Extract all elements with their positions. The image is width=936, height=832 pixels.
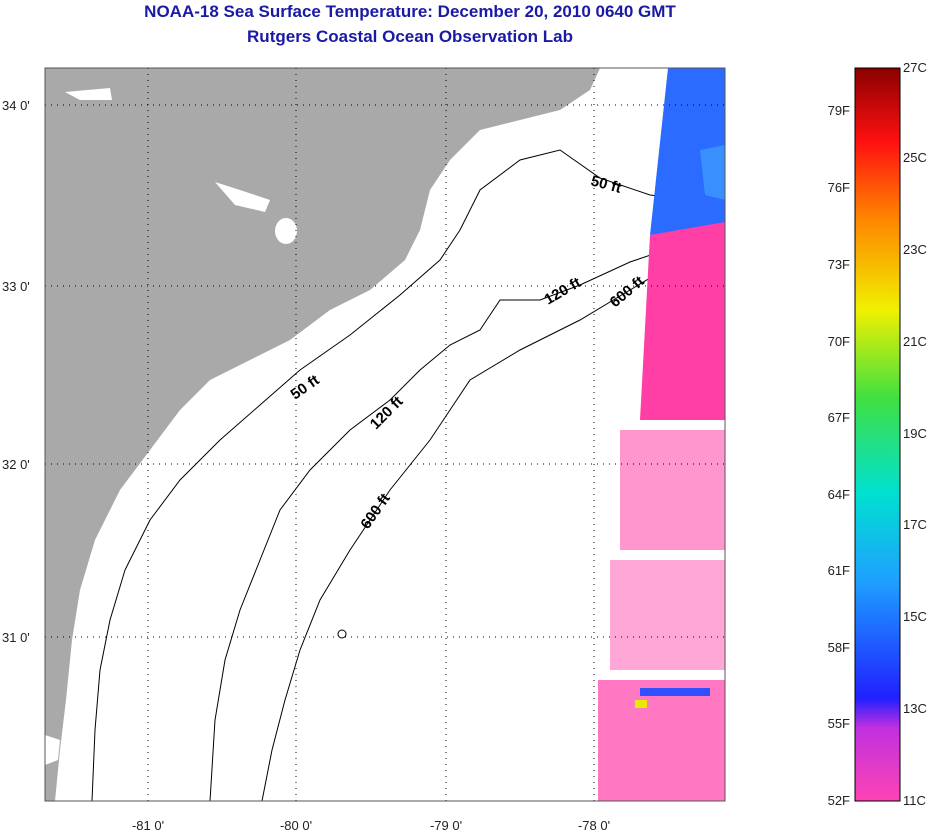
lon-tick-label: -78 0'	[578, 818, 610, 832]
swath-lightblue	[700, 145, 725, 200]
colorbar	[854, 67, 901, 802]
colorbar-c-label: 27C	[903, 60, 927, 75]
grid	[45, 68, 725, 801]
colorbar-celsius-ticks: 27C 25C 23C 21C 19C 17C 15C 13C 11C	[903, 60, 927, 808]
colorbar-c-label: 15C	[903, 609, 927, 624]
colorbar-c-label: 11C	[903, 793, 926, 808]
colorbar-f-label: 70F	[828, 334, 850, 349]
swath-blue-patch	[640, 688, 710, 696]
lat-tick-label: 31 0'	[2, 630, 30, 645]
lon-tick-label: -79 0'	[430, 818, 462, 832]
map-title: NOAA-18 Sea Surface Temperature: Decembe…	[144, 2, 676, 21]
colorbar-f-label: 67F	[828, 410, 850, 425]
lon-tick-label: -80 0'	[280, 818, 312, 832]
swath-yellow-patch	[635, 700, 647, 708]
contour-50ft	[91, 149, 725, 801]
colorbar-f-label: 76F	[828, 180, 850, 195]
lake-1	[65, 88, 112, 100]
lat-tick-label: 34 0'	[2, 98, 30, 113]
swath-pink-upper	[640, 222, 725, 420]
colorbar-f-label: 61F	[828, 563, 850, 578]
colorbar-c-label: 17C	[903, 517, 927, 532]
lake-3	[275, 218, 297, 244]
colorbar-f-label: 73F	[828, 257, 850, 272]
lake-2	[215, 182, 270, 212]
swath-pink-lower	[610, 560, 725, 670]
lat-tick-label: 33 0'	[2, 279, 30, 294]
colorbar-c-label: 19C	[903, 426, 927, 441]
colorbar-c-label: 13C	[903, 701, 927, 716]
colorbar-c-label: 25C	[903, 150, 927, 165]
contour-600ft	[261, 234, 725, 801]
land-mass	[45, 68, 600, 801]
colorbar-f-label: 55F	[828, 716, 850, 731]
colorbar-c-label: 23C	[903, 242, 927, 257]
colorbar-fahrenheit-ticks: 79F 76F 73F 70F 67F 64F 61F 58F 55F 52F	[828, 103, 850, 808]
colorbar-f-label: 79F	[828, 103, 850, 118]
contour-120ft	[209, 224, 725, 801]
colorbar-f-label: 52F	[828, 793, 850, 808]
swath-pink-mid	[620, 430, 725, 550]
contour-seamount	[337, 629, 347, 639]
swath-pink-bottom	[598, 680, 725, 801]
colorbar-c-label: 21C	[903, 334, 927, 349]
map-border	[44, 67, 726, 802]
map-subtitle: Rutgers Coastal Ocean Observation Lab	[247, 27, 573, 46]
lake-4	[45, 735, 60, 765]
sst-swath	[598, 68, 725, 801]
lat-tick-label: 32 0'	[2, 457, 30, 472]
colorbar-f-label: 58F	[828, 640, 850, 655]
colorbar-f-label: 64F	[828, 487, 850, 502]
lon-tick-label: -81 0'	[132, 818, 164, 832]
